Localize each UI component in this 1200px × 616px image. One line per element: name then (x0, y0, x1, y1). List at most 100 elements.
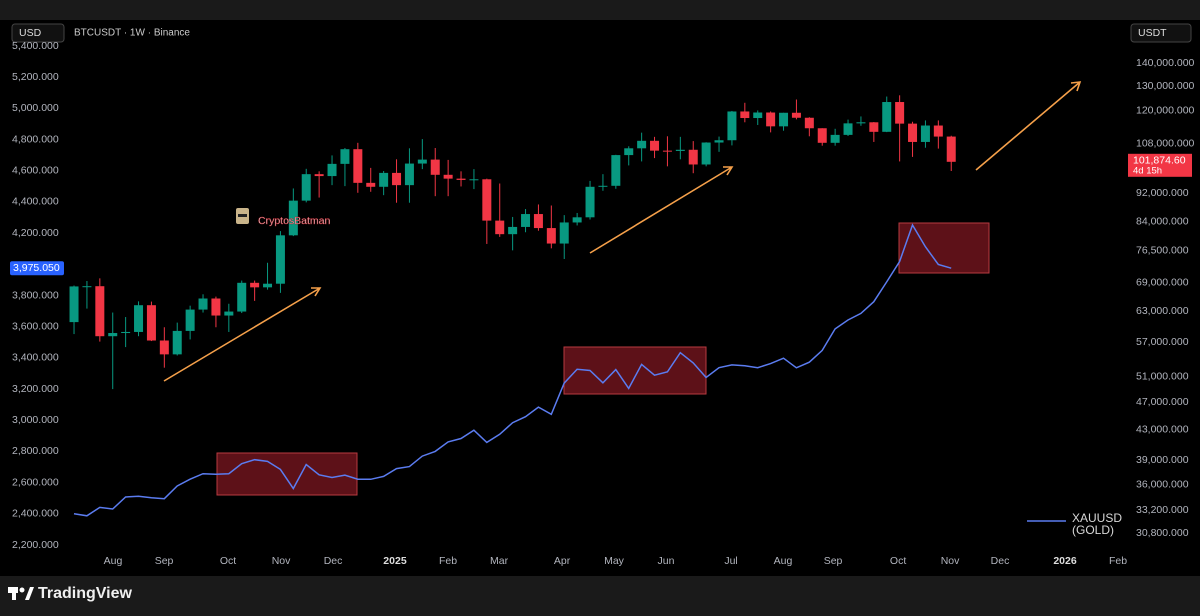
y-tick-label: 5,200.000 (12, 71, 59, 83)
x-tick-label: Dec (324, 555, 343, 567)
candle-body (933, 125, 943, 137)
candle-body (740, 111, 750, 119)
price-label: 101,874.60 (1133, 155, 1186, 167)
y2-tick-label: 39,000.000 (1136, 454, 1189, 466)
y-tick-label: 5,400.000 (12, 40, 59, 52)
y-tick-label: 3,200.000 (12, 383, 59, 395)
x-tick-label: Oct (220, 555, 236, 567)
y2-axis-label: USDT (1138, 27, 1167, 39)
gold-line (73, 223, 952, 517)
candle-body (482, 179, 492, 221)
chart-title: BTCUSDT · 1W · Binance (74, 28, 190, 39)
x-tick-label: Dec (991, 555, 1010, 567)
highlight-box (216, 452, 358, 496)
trend-arrows (163, 81, 1082, 382)
price-label: 3,975.050 (13, 262, 60, 274)
y-tick-label: 3,600.000 (12, 320, 59, 332)
candle-body (392, 172, 402, 186)
x-tick-label: Sep (155, 555, 174, 567)
y-tick-label: 2,200.000 (12, 539, 59, 551)
y-tick-label: 5,000.000 (12, 102, 59, 114)
highlight-box (898, 222, 990, 274)
candle-body (495, 220, 505, 235)
y-tick-label: 4,800.000 (12, 133, 59, 145)
candle-body (95, 286, 105, 337)
candle-body (159, 340, 169, 355)
candle-body (521, 214, 531, 227)
y2-tick-label: 108,000.000 (1136, 137, 1195, 149)
x-tick-label: May (604, 555, 625, 567)
chart-background (0, 20, 1200, 576)
axis-unit-box[interactable] (11, 23, 65, 43)
candle-body (508, 226, 518, 235)
y2-tick-label: 33,200.000 (1136, 504, 1189, 516)
y-tick-label: 4,600.000 (12, 165, 59, 177)
candle-body (211, 298, 221, 316)
arrow (975, 81, 1082, 171)
arrow (589, 166, 734, 254)
x-tick-label: 2025 (383, 555, 407, 567)
y2-tick-label: 76,500.000 (1136, 245, 1189, 257)
x-tick-label: Sep (824, 555, 843, 567)
x-tick-label: Nov (941, 555, 960, 567)
x-tick-label: Oct (890, 555, 906, 567)
candle-body (417, 159, 427, 164)
candle-body (121, 331, 131, 334)
candle-body (714, 140, 724, 143)
candle-body (108, 333, 118, 337)
candle-body (650, 140, 660, 151)
candle-body (314, 174, 324, 177)
candle-body (701, 142, 711, 165)
candle-body (843, 123, 853, 135)
watermark-icon (238, 214, 247, 217)
candle-body (546, 228, 556, 244)
x-tick-label: Aug (104, 555, 123, 567)
x-tick-label: Mar (490, 555, 509, 567)
candle-body (869, 122, 879, 132)
y-axis-label: USD (19, 27, 42, 39)
y-tick-label: 4,400.000 (12, 196, 59, 208)
candle-body (946, 136, 956, 162)
brand-logo (8, 587, 34, 600)
y2-tick-label: 130,000.000 (1136, 80, 1195, 92)
y2-tick-label: 47,000.000 (1136, 396, 1189, 408)
candle-body (572, 217, 582, 223)
candle-body (533, 214, 543, 229)
candle-body (856, 122, 866, 124)
logo-part (25, 587, 34, 600)
candle-body (791, 112, 801, 118)
y2-tick-label: 43,000.000 (1136, 423, 1189, 435)
countdown: 4d 15h (1133, 165, 1162, 176)
candle-body (69, 286, 79, 323)
candle-body (624, 148, 634, 156)
candle-body (301, 174, 311, 201)
axis-unit-box[interactable] (1130, 23, 1192, 43)
candle-body (224, 311, 234, 316)
candle-body (469, 179, 479, 181)
candle-body (404, 163, 414, 186)
candle-body (895, 102, 905, 124)
y2-tick-label: 57,000.000 (1136, 336, 1189, 348)
candle-body (766, 112, 776, 127)
candle-body (882, 102, 892, 132)
candle-body (830, 134, 840, 143)
candle-body (146, 305, 156, 341)
candle-body (559, 222, 569, 244)
candle-body (637, 140, 647, 149)
y-tick-label: 3,000.000 (12, 414, 59, 426)
x-tick-label: Aug (774, 555, 793, 567)
brand: TradingView (38, 585, 133, 602)
candle-body (727, 111, 737, 141)
candle-body (817, 128, 827, 143)
y-tick-label: 2,800.000 (12, 445, 59, 457)
candle-body (443, 174, 453, 179)
x-tick-label: Nov (272, 555, 291, 567)
candle-body (288, 200, 298, 236)
candle-body (327, 163, 337, 177)
candle-body (430, 159, 440, 175)
candle-body (237, 282, 247, 312)
candle-body (753, 112, 763, 119)
candle-body (662, 150, 672, 152)
